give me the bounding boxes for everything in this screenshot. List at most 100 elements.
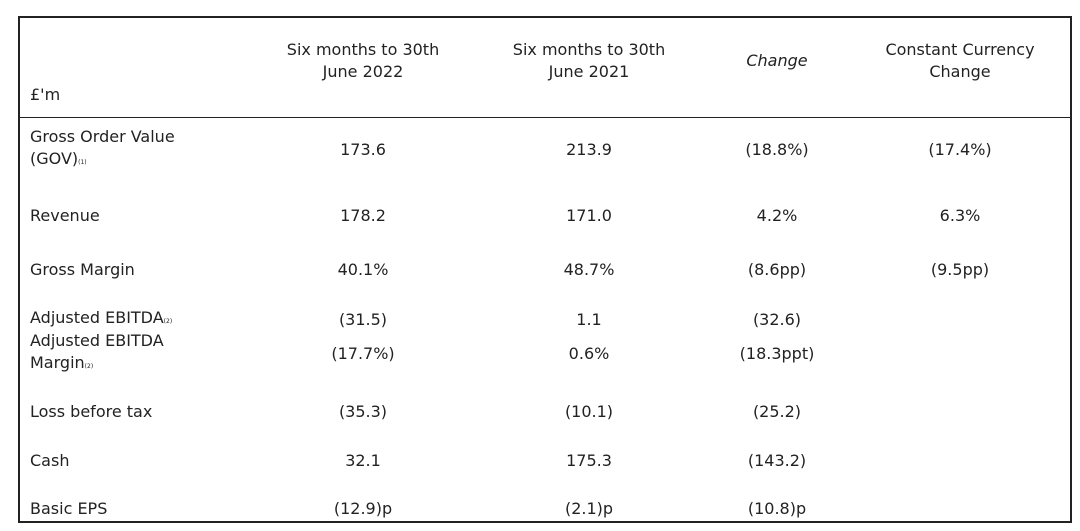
value-cell: 32.1 — [273, 439, 453, 483]
header-text: Constant Currency Change — [885, 40, 1035, 81]
value-text: 213.9 — [566, 140, 612, 159]
value-cell: (18.3ppt) — [687, 332, 867, 376]
value-cell: (9.5pp) — [865, 248, 1055, 292]
label: Revenue — [30, 206, 100, 225]
value-cell: 40.1% — [273, 248, 453, 292]
value-cell: 178.2 — [273, 194, 453, 238]
header-cell: £'m — [30, 28, 208, 106]
value-cell: (17.4%) — [865, 128, 1055, 172]
value-text: 4.2% — [756, 206, 798, 225]
value-cell: (10.1) — [499, 390, 679, 434]
value-cell: 4.2% — [687, 194, 867, 238]
value-text: (10.1) — [564, 402, 614, 421]
value-text: (12.9)p — [333, 499, 393, 518]
header-text: Change — [746, 51, 808, 70]
row-label: Gross Order Value (GOV)(1) — [30, 126, 208, 174]
value-text: 171.0 — [566, 206, 612, 225]
value-cell: (18.8%) — [687, 128, 867, 172]
value-text: (35.3) — [338, 402, 388, 421]
label: Cash — [30, 451, 70, 470]
value-cell: (32.6) — [687, 298, 867, 342]
value-cell: 173.6 — [273, 128, 453, 172]
table-row: Gross Margin 40.1% 48.7% (8.6pp) (9.5pp) — [0, 248, 1080, 292]
row-label: Adjusted EBITDA(2) — [30, 298, 208, 342]
table-row: Adjusted EBITDA(2) (31.5) 1.1 (32.6) — [0, 298, 1080, 342]
value-cell: 6.3% — [865, 194, 1055, 238]
value-text: (31.5) — [338, 310, 388, 329]
value-text: 48.7% — [563, 260, 615, 279]
label: Gross Margin — [30, 260, 135, 279]
value-text: 40.1% — [337, 260, 389, 279]
table-border — [18, 16, 1072, 523]
row-label: Basic EPS — [30, 487, 208, 531]
table-row: Adjusted EBITDA Margin(2) (17.7%) 0.6% (18.… — [0, 330, 1080, 378]
header-text: £'m — [30, 85, 61, 104]
value-cell: (17.7%) — [273, 332, 453, 376]
header-text: Six months to 30th June 2022 — [286, 40, 440, 81]
header-cell: Six months to 30th June 2022 — [273, 28, 453, 94]
row-label: Revenue — [30, 194, 208, 238]
value-cell: (8.6pp) — [687, 248, 867, 292]
header-row: £'m Six months to 30th June 2022 Six month… — [0, 28, 1080, 106]
value-cell: 48.7% — [499, 248, 679, 292]
table-row: Revenue 178.2 171.0 4.2% 6.3% — [0, 194, 1080, 238]
value-text: (8.6pp) — [747, 260, 807, 279]
value-cell: 1.1 — [499, 298, 679, 342]
value-text: 175.3 — [566, 451, 612, 470]
label-text: Loss before tax — [30, 401, 208, 423]
row-label: Adjusted EBITDA Margin(2) — [30, 330, 208, 378]
table-row: Cash 32.1 175.3 (143.2) — [0, 439, 1080, 483]
value-cell: (143.2) — [687, 439, 867, 483]
table-row: Gross Order Value (GOV)(1) 173.6 213.9 (18.… — [0, 126, 1080, 174]
label: Basic EPS — [30, 499, 108, 518]
label: Adjusted EBITDA — [30, 308, 164, 327]
value-text: 178.2 — [340, 206, 386, 225]
label-text: Basic EPS — [30, 498, 208, 520]
value-cell: (10.8)p — [687, 487, 867, 531]
row-label: Loss before tax — [30, 390, 208, 434]
value-cell: 213.9 — [499, 128, 679, 172]
value-text: (17.4%) — [928, 140, 992, 159]
value-cell: (2.1)p — [499, 487, 679, 531]
value-text: (18.8%) — [745, 140, 809, 159]
value-text: 0.6% — [568, 344, 610, 363]
value-text: 6.3% — [939, 206, 981, 225]
footnote-marker: (2) — [84, 363, 94, 370]
value-text: 32.1 — [345, 451, 381, 470]
value-cell: 171.0 — [499, 194, 679, 238]
value-cell: 0.6% — [499, 332, 679, 376]
label-text: Gross Order Value (GOV)(1) — [30, 126, 208, 174]
value-text: 173.6 — [340, 140, 386, 159]
value-cell: (35.3) — [273, 390, 453, 434]
value-text: (143.2) — [747, 451, 807, 470]
label-text: Adjusted EBITDA(2) — [30, 307, 208, 333]
value-text: (32.6) — [752, 310, 802, 329]
value-text: (10.8)p — [747, 499, 807, 518]
label: Loss before tax — [30, 402, 153, 421]
row-label: Cash — [30, 439, 208, 483]
value-cell: (25.2) — [687, 390, 867, 434]
label-text: Gross Margin — [30, 259, 208, 281]
value-text: (17.7%) — [331, 344, 395, 363]
label-text: Adjusted EBITDA Margin(2) — [30, 330, 208, 378]
label: Adjusted EBITDA Margin — [30, 331, 164, 372]
value-text: 1.1 — [576, 310, 602, 329]
footnote-marker: (1) — [78, 159, 87, 166]
value-text: (25.2) — [752, 402, 802, 421]
header-rule — [20, 117, 1070, 118]
label: Gross Order Value (GOV) — [30, 127, 175, 168]
value-text: (2.1)p — [564, 499, 614, 518]
table-row: Loss before tax (35.3) (10.1) (25.2) — [0, 390, 1080, 434]
header-cell: Change — [687, 28, 867, 94]
header-cell: Six months to 30th June 2021 — [499, 28, 679, 94]
value-text: (18.3ppt) — [739, 344, 815, 363]
value-text: (9.5pp) — [930, 260, 990, 279]
value-cell: (12.9)p — [273, 487, 453, 531]
table-row: Basic EPS (12.9)p (2.1)p (10.8)p — [0, 487, 1080, 531]
row-label: Gross Margin — [30, 248, 208, 292]
label-text: Revenue — [30, 205, 208, 227]
value-cell: (31.5) — [273, 298, 453, 342]
header-text: Six months to 30th June 2021 — [512, 40, 666, 81]
label-text: Cash — [30, 450, 208, 472]
